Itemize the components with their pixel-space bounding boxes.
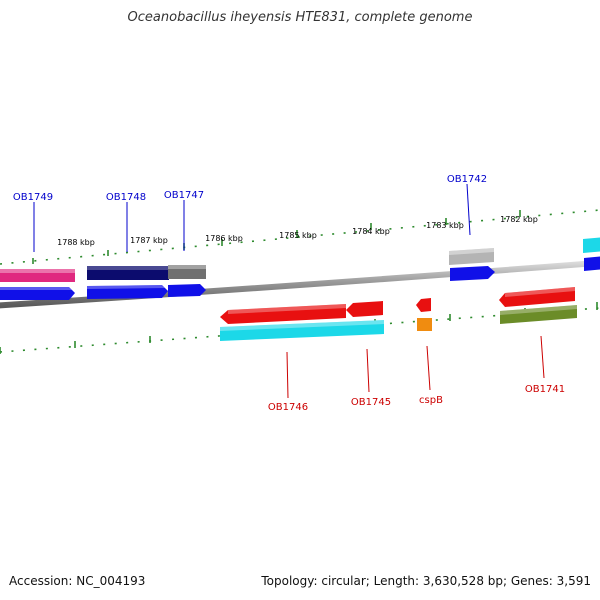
gene-label-ob1746[interactable]: OB1746 xyxy=(268,402,308,413)
gene-label-ob1745[interactable]: OB1745 xyxy=(351,397,391,408)
gene-arrow-ob1741 xyxy=(499,287,575,307)
gene-label-ob1749[interactable]: OB1749 xyxy=(13,192,53,203)
reverse-gene-row-inner xyxy=(220,305,577,341)
scale-label: 1784 kbp xyxy=(352,227,390,236)
accession-label: Accession: NC_004193 xyxy=(9,574,146,588)
gene-arrow-cspb xyxy=(416,298,431,312)
forward-gene-row-outer xyxy=(0,237,600,282)
gene-arrow-forward xyxy=(168,284,206,297)
gene-bar-ob1749 xyxy=(0,269,75,282)
gene-bar-ob1742 xyxy=(449,248,494,265)
gene-label-ob1748[interactable]: OB1748 xyxy=(106,192,146,203)
gene-bar-cyan xyxy=(220,320,384,341)
scale-labels: 1788 kbp 1787 kbp 1786 kbp 1785 kbp 1784… xyxy=(57,215,538,247)
gene-label-ob1747[interactable]: OB1747 xyxy=(164,190,204,201)
forward-gene-labels: OB1749 OB1748 OB1747 OB1742 xyxy=(13,174,487,203)
scale-label: 1786 kbp xyxy=(205,234,243,243)
gene-bar-ob1747 xyxy=(168,265,206,279)
reverse-gene-labels: OB1746 OB1745 cspB OB1741 xyxy=(268,384,565,413)
topology-label: Topology: circular; Length: 3,630,528 bp… xyxy=(261,574,591,588)
gene-bar-olive xyxy=(500,305,577,324)
gene-bar-orange xyxy=(417,318,432,331)
reverse-leader-lines xyxy=(286,335,545,399)
gene-bar-edge-cyan xyxy=(583,237,600,253)
forward-leader-lines xyxy=(33,183,471,252)
gene-arrow-forward xyxy=(0,287,75,300)
gene-arrow-forward-edge xyxy=(584,256,600,271)
forward-gene-row-inner xyxy=(0,256,600,300)
scale-label: 1785 kbp xyxy=(279,231,317,240)
gene-label-ob1742[interactable]: OB1742 xyxy=(447,174,487,185)
gene-arrow-forward xyxy=(450,266,495,281)
scale-label: 1783 kbp xyxy=(426,221,464,230)
scale-label: 1782 kbp xyxy=(500,215,538,224)
gene-arrow-forward xyxy=(87,285,168,299)
gene-label-cspb[interactable]: cspB xyxy=(419,395,443,406)
gene-arrow-ob1746 xyxy=(220,304,346,324)
scale-label: 1788 kbp xyxy=(57,238,95,247)
map-title: Oceanobacillus iheyensis HTE831, complet… xyxy=(127,10,473,25)
scale-label: 1787 kbp xyxy=(130,236,168,245)
gene-label-ob1741[interactable]: OB1741 xyxy=(525,384,565,395)
reverse-gene-row-outer xyxy=(220,287,575,324)
gene-arrow-ob1745 xyxy=(346,301,383,317)
gene-bar-ob1748 xyxy=(87,266,169,280)
genome-backbone xyxy=(0,259,600,309)
